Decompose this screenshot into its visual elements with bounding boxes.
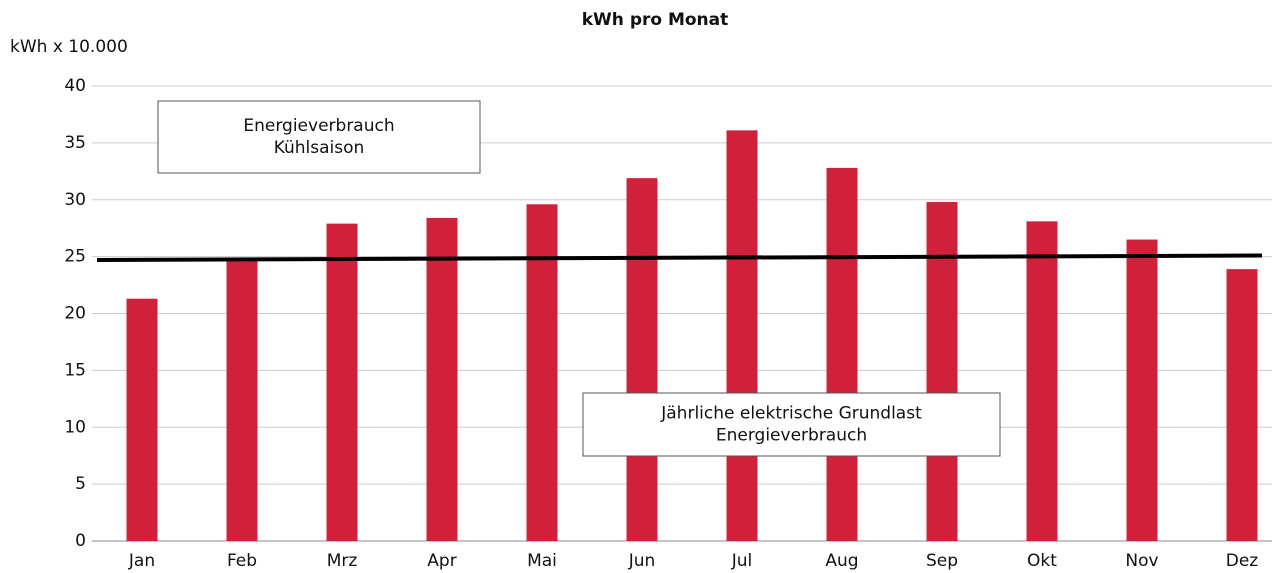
y-tick-label: 10 <box>64 417 86 437</box>
y-tick-label: 20 <box>64 304 86 324</box>
bar <box>626 178 658 541</box>
annotation-text: Energieverbrauch <box>243 116 394 136</box>
y-tick-label: 25 <box>64 247 86 267</box>
bar <box>726 130 758 542</box>
x-tick-label: Feb <box>227 551 257 571</box>
annotation-text: Jährliche elektrische Grundlast <box>660 404 922 424</box>
x-tick-label: Jun <box>628 551 656 571</box>
y-tick-label: 5 <box>75 474 86 494</box>
bar <box>1026 221 1058 542</box>
x-tick-label: Jan <box>128 551 155 571</box>
x-tick-label: Apr <box>427 551 456 571</box>
x-tick-label: Okt <box>1027 551 1057 571</box>
x-tick-label: Mrz <box>327 551 358 571</box>
y-axis-label: kWh x 10.000 <box>10 37 128 57</box>
bar <box>826 167 858 541</box>
trend-line <box>96 253 1263 263</box>
annotation-text: Kühlsaison <box>274 138 365 158</box>
bar <box>1226 269 1258 541</box>
y-tick-label: 40 <box>64 76 86 96</box>
y-tick-label: 35 <box>64 133 86 153</box>
bar <box>526 204 558 542</box>
annotation-text: Energieverbrauch <box>716 426 867 446</box>
bar <box>926 202 958 541</box>
x-tick-label: Aug <box>825 551 858 571</box>
bar <box>126 298 158 541</box>
y-tick-label: 30 <box>64 190 86 210</box>
x-tick-label: Jul <box>731 551 753 571</box>
bar <box>1126 239 1158 541</box>
x-tick-label: Dez <box>1226 551 1259 571</box>
bar <box>426 217 458 541</box>
x-tick-label: Sep <box>926 551 958 571</box>
x-tick-label: Nov <box>1125 551 1158 571</box>
x-tick-label: Mai <box>527 551 557 571</box>
chart-title: kWh pro Monat <box>582 10 729 30</box>
bar <box>226 261 258 541</box>
y-tick-label: 15 <box>64 360 86 380</box>
annotation-box <box>582 392 1001 457</box>
annotation-box <box>157 100 481 174</box>
y-tick-label: 0 <box>75 531 86 551</box>
bar <box>326 223 358 541</box>
